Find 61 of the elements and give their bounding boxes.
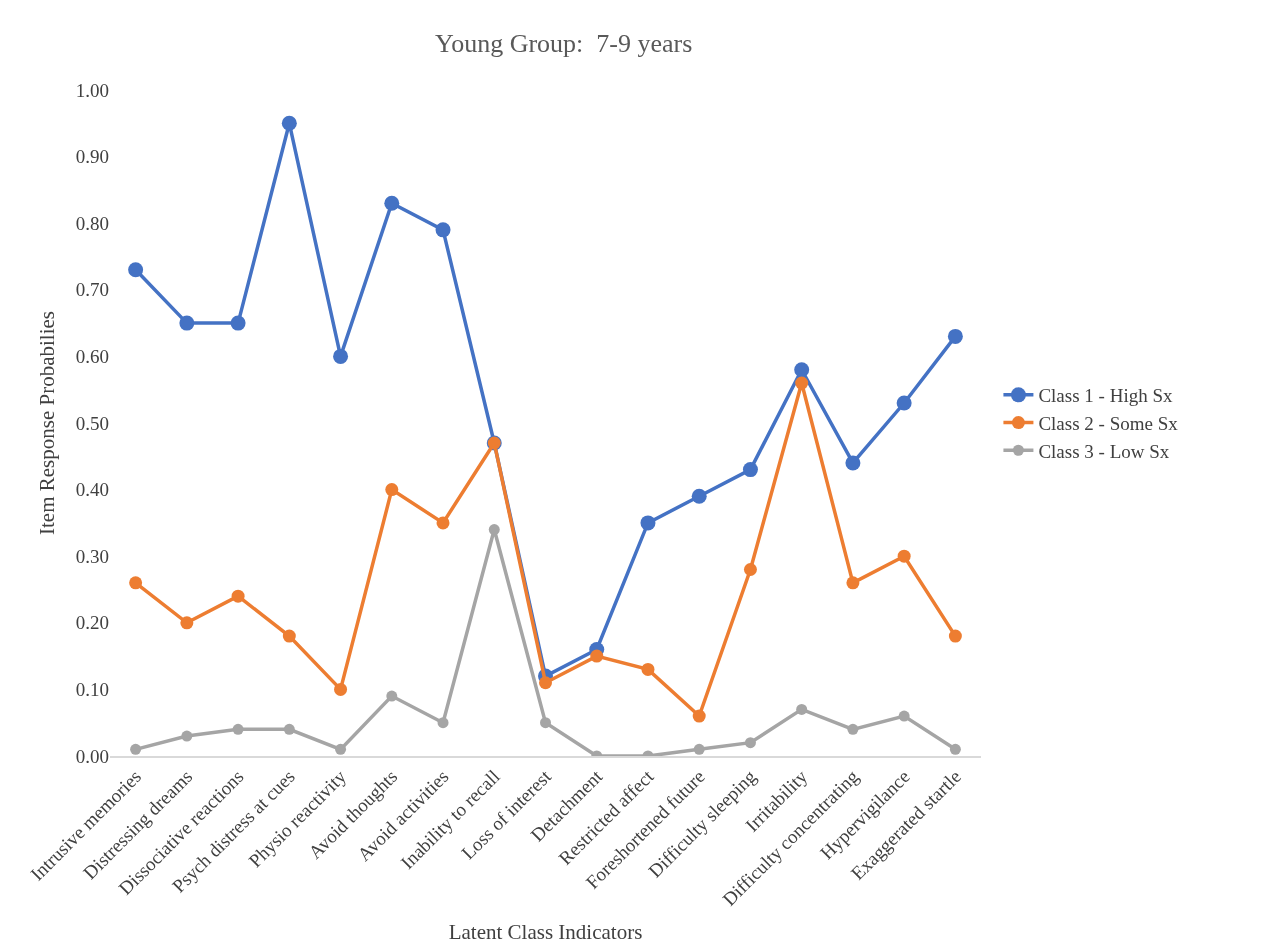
point [334, 682, 348, 696]
point [180, 616, 194, 630]
point [283, 723, 295, 735]
point [539, 676, 552, 690]
point [846, 576, 860, 590]
point [384, 195, 400, 211]
point [386, 690, 398, 702]
point [232, 723, 244, 735]
y-tick-label: 1.00 [75, 79, 109, 101]
y-tick-label: 0.40 [75, 479, 109, 501]
y-tick-label: 0.70 [75, 279, 109, 301]
point [179, 315, 195, 331]
point [129, 576, 143, 590]
point [847, 723, 859, 735]
y-tick-label: 0.60 [75, 346, 109, 368]
x-axis-title: Latent Class Indicators [448, 919, 643, 944]
point [948, 629, 962, 643]
point [947, 328, 963, 344]
chart-title: Young Group: 7-9 years [434, 28, 693, 58]
point [897, 549, 911, 563]
y-axis-title: Item Response Probabilies [34, 311, 59, 535]
point [794, 362, 810, 378]
point [437, 717, 449, 729]
point [130, 743, 142, 755]
point [540, 717, 551, 729]
y-tick-label: 0.90 [75, 146, 109, 168]
point [385, 483, 399, 497]
point [590, 649, 604, 663]
point [640, 515, 656, 531]
point [641, 662, 655, 676]
point [796, 703, 808, 715]
point [436, 516, 450, 530]
y-tick-label: 0.20 [75, 612, 109, 634]
y-tick-label: 0.50 [75, 412, 109, 434]
legend-label: Class 1 - High Sx [1038, 385, 1173, 407]
point [896, 395, 912, 411]
point [742, 462, 758, 478]
point [795, 376, 809, 390]
point [181, 730, 193, 742]
point [282, 629, 296, 643]
point [692, 709, 706, 723]
y-tick-label: 0.10 [75, 679, 109, 701]
legend-label: Class 2 - Some Sx [1038, 412, 1179, 434]
point [333, 348, 349, 364]
point [281, 115, 297, 131]
point [335, 743, 347, 755]
y-tick-label: 0.00 [75, 745, 109, 767]
point [691, 488, 707, 504]
legend-label: Class 3 - Low Sx [1038, 440, 1170, 462]
point [744, 737, 756, 749]
point [845, 455, 861, 471]
point [693, 743, 705, 755]
point [949, 743, 961, 755]
point [230, 315, 246, 331]
point [743, 563, 757, 577]
y-tick-label: 0.80 [75, 212, 109, 234]
point [231, 589, 245, 603]
point [435, 222, 451, 238]
point [898, 710, 910, 722]
y-tick-label: 0.30 [75, 545, 109, 567]
point [128, 262, 144, 278]
